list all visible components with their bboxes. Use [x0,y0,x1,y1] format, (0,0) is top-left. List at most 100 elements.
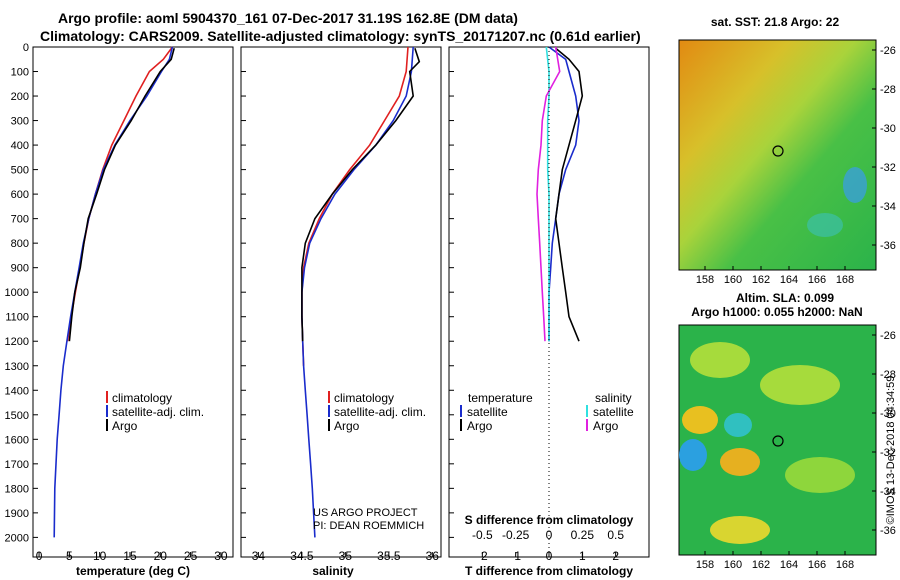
legend-label: Argo [467,419,493,433]
depth-tick-label: 1400 [5,385,29,397]
map-lat-label: -28 [880,84,896,96]
map-lat-label: -34 [880,486,896,498]
sst-map [678,39,877,271]
map-lat-label: -36 [880,240,896,252]
depth-tick-label: 800 [11,238,29,250]
map-lon-label: 168 [836,274,854,286]
depth-tick-label: 2000 [5,532,29,544]
argo-position-marker [772,145,784,157]
depth-tick-label: 200 [11,91,29,103]
depth-tick-label: 1200 [5,336,29,348]
x-axis-ticks: 0510152025303434.53535.536-2-1012-0.5-0.… [36,528,625,563]
depth-tick-label: 1900 [5,508,29,520]
sla-patch [682,406,718,434]
map-lat-label: -32 [880,162,896,174]
map-lon-label: 166 [808,274,826,286]
map-lat-label: -26 [880,45,896,57]
depth-axis: 0 100 200 300 400 500 600 700 800 900 1000 1100 1200… [5,42,454,544]
credit-pi: PI: DEAN ROEMMICH [313,520,424,532]
depth-tick-label: 1300 [5,361,29,373]
difference-top-tick-label: -0.25 [502,528,530,542]
map-lat-label: -32 [880,447,896,459]
difference-top-tick-label: 0.25 [571,528,595,542]
legend-title-salinity: salinity [595,391,632,405]
map-lon-label: 166 [808,559,826,571]
depth-tick-label: 1000 [5,287,29,299]
difference-top-tick-label: 0.5 [607,528,624,542]
map-lon-label: 162 [752,559,770,571]
legend-label: satellite-adj. clim. [112,405,204,419]
series-line-argo [68,47,175,342]
depth-tick-label: 500 [11,165,29,177]
legend-label: climatology [334,391,394,405]
temperature-xlabel: temperature (deg C) [76,564,190,578]
depth-tick-label: 1500 [5,410,29,422]
map-lon-label: 160 [724,559,742,571]
difference-xlabel-top: S difference from climatology [465,513,634,527]
series-line-satellite-adj-clim- [301,46,414,538]
map-lat-label: -30 [880,408,896,420]
sla-patch [720,448,760,476]
legend-label: satellite [593,405,634,419]
legend-label: Argo [112,419,138,433]
argo-position-marker [772,435,784,447]
profile-lines [53,46,584,557]
sst-cool-patch [807,213,843,237]
depth-tick-label: 700 [11,214,29,226]
sst-map-axes: -26 -28 -30 -32 -34 -36 158 160 162 164 166 168 [696,45,896,286]
temperature-panel-frame [32,46,234,558]
depth-tick-label: 600 [11,189,29,201]
map-lon-label: 160 [724,274,742,286]
series-line-temperature-argo [554,47,584,342]
depth-tick-label: 0 [23,42,29,54]
depth-tick-label: 1700 [5,459,29,471]
salinity-panel-frame [240,46,442,558]
legend-label: Argo [593,419,619,433]
map-lon-label: 158 [696,274,714,286]
sla-map-title-1: Altim. SLA: 0.099 [736,291,834,305]
legend-label: satellite [467,405,508,419]
sla-patch [690,342,750,378]
sla-patch [679,439,707,471]
figure-title-line-1: Argo profile: aoml 5904370_161 07-Dec-20… [58,10,518,26]
sla-map-axes: -26 -28 -30 -32 -34 -36 158 160 162 164 166 168 [696,330,896,571]
legend-title-temperature: temperature [468,391,533,405]
map-lat-label: -36 [880,525,896,537]
difference-top-tick-label: -0.5 [472,528,493,542]
depth-tick-label: 900 [11,263,29,275]
salinity-legend: climatology satellite-adj. clim. Argo [328,391,426,433]
map-lon-label: 162 [752,274,770,286]
depth-tick-label: 1600 [5,434,29,446]
map-lon-label: 164 [780,274,798,286]
difference-top-tick-label: 0 [546,528,553,542]
sla-map-title-2: Argo h1000: 0.055 h2000: NaN [691,305,862,319]
depth-tick-label: 300 [11,116,29,128]
map-lat-label: -26 [880,330,896,342]
legend-label: climatology [112,391,172,405]
depth-tick-label: 400 [11,140,29,152]
series-line-salinity-argo [536,46,561,342]
difference-legend: temperature salinity satellite Argo sate… [460,391,634,433]
depth-tick-label: 1800 [5,483,29,495]
map-lat-label: -28 [880,369,896,381]
map-lat-label: -30 [880,123,896,135]
sla-patch [724,413,752,437]
map-lon-label: 164 [780,559,798,571]
sst-cool-patch [843,167,867,203]
map-lon-label: 168 [836,559,854,571]
difference-xlabel: T difference from climatology [465,564,633,578]
sst-map-title: sat. SST: 21.8 Argo: 22 [711,15,840,29]
sla-patch [760,365,840,405]
depth-tick-label: 100 [11,67,29,79]
series-line-argo [301,47,421,342]
legend-label: satellite-adj. clim. [334,405,426,419]
temperature-legend: climatology satellite-adj. clim. Argo [106,391,204,433]
map-lat-label: -34 [880,201,896,213]
figure-title-line-2: Climatology: CARS2009. Satellite-adjuste… [40,28,641,44]
salinity-xlabel: salinity [312,564,354,578]
legend-label: Argo [334,419,360,433]
sla-patch [785,457,855,493]
sla-patch [710,516,770,544]
map-lon-label: 158 [696,559,714,571]
